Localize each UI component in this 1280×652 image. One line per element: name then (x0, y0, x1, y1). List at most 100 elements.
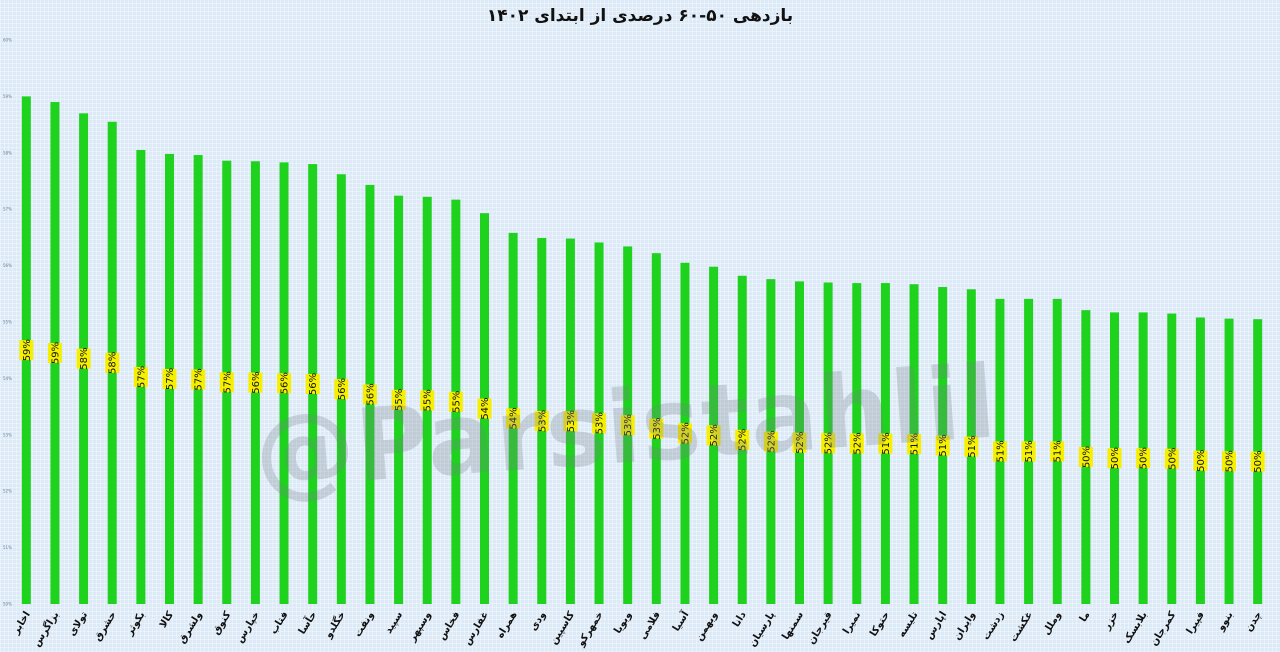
bar-value-label: 51% (1050, 440, 1065, 463)
bar-value-label-bg (849, 433, 864, 454)
bar-value-text: 50% (1225, 450, 1236, 472)
bar-value-label-bg (935, 435, 950, 456)
bar-value-text: 56% (280, 372, 291, 394)
bar-value-label-bg (305, 374, 320, 395)
x-tick-label: چدن (1243, 610, 1264, 634)
bar-value-label-bg (1021, 441, 1036, 462)
bar-value-label-bg (1222, 451, 1237, 472)
bar-value-label-bg (420, 390, 435, 411)
bar-value-label-bg (563, 411, 578, 432)
bar-value-label-bg (1078, 447, 1093, 468)
bar-value-label-bg (534, 410, 549, 431)
bar-value-label-bg (47, 343, 62, 364)
bar-value-label-bg (219, 372, 234, 393)
x-tick-label: سپید (383, 610, 405, 636)
x-tick-label: قیرجان (806, 610, 835, 647)
bar-value-text: 56% (251, 372, 262, 394)
x-tick-label: تولای (67, 610, 91, 639)
bar-value-text: 50% (1110, 447, 1121, 469)
bar-value-label: 54% (506, 407, 521, 430)
bar-value-label: 50% (1136, 447, 1151, 469)
bar-value-label: 53% (592, 412, 607, 434)
bar-value-label: 53% (534, 410, 549, 432)
bar-value-label: 52% (677, 422, 692, 445)
bar-value-label-bg (964, 436, 979, 457)
x-tick-label: کالا (158, 610, 176, 630)
bar-value-text: 50% (1253, 450, 1264, 472)
x-tick-label: بلابسک (1122, 610, 1150, 646)
bar-value-label: 52% (792, 432, 807, 454)
bar-value-text: 53% (595, 412, 606, 434)
bar-value-label: 55% (448, 391, 463, 413)
bar-value-label-bg (592, 413, 607, 434)
x-tick-label: نمیرا (841, 610, 863, 636)
bar-value-text: 53% (537, 410, 548, 432)
bar-value-text: 52% (738, 429, 749, 451)
x-tick-label: اخابر (10, 610, 33, 637)
bar-value-label: 55% (420, 389, 435, 412)
bar-value-label: 50% (1250, 450, 1265, 473)
bar-value-label: 58% (76, 348, 91, 370)
bar-value-label-bg (792, 432, 807, 453)
bar-value-label-bg (878, 433, 893, 454)
x-tick-label: کاسپین (548, 610, 577, 647)
bar-value-text: 52% (795, 432, 806, 454)
bar-value-label: 51% (992, 440, 1007, 463)
bar-value-text: 51% (881, 432, 892, 454)
x-tick-label: خزر (1101, 610, 1121, 633)
bar-value-text: 53% (652, 417, 663, 439)
bar-value-text: 52% (709, 424, 720, 446)
bar-value-text: 52% (766, 430, 777, 452)
bar-value-label: 56% (334, 378, 349, 400)
bar-value-label-bg (162, 368, 177, 389)
chart-title: بازدهی ۵۰-۶۰ درصدی از ابتدای ۱۴۰۲ (486, 6, 794, 26)
x-tick-label: خگلدو (321, 609, 348, 641)
bar-value-text: 51% (1053, 440, 1064, 462)
x-tick-label: فخاس (436, 610, 462, 642)
bar-value-label-bg (1164, 448, 1179, 469)
bar-value-label-bg (391, 389, 406, 410)
bar-value-text: 59% (50, 342, 61, 364)
bar-value-label-bg (1050, 441, 1065, 462)
x-tick-label: خپارس (234, 610, 262, 645)
bar-value-text: 52% (852, 432, 863, 454)
bar-value-label-bg (191, 369, 206, 390)
bar-value-label: 51% (964, 436, 979, 458)
bar-value-text: 56% (308, 373, 319, 395)
value-labels-group: 59% 59% 58% 58% 57% 57% 57% 57% 56% 56% 56% 56% 56% 5… (19, 339, 1265, 473)
bar-value-label: 52% (849, 432, 864, 455)
bar-value-label: 57% (219, 371, 234, 393)
x-tick-label: دانا (731, 610, 749, 629)
y-tick-label: 58% (3, 150, 12, 155)
bar-value-label: 51% (907, 433, 922, 455)
bar-value-label-bg (706, 425, 721, 446)
x-tick-label: زدشت (981, 610, 1007, 643)
x-tick-label: حشرق (92, 610, 119, 643)
bar-value-text: 55% (394, 389, 405, 411)
bar-value-text: 53% (623, 414, 634, 436)
x-tick-label: پارسیان (747, 610, 777, 650)
bars-group (21, 96, 1263, 605)
x-tick-label: سمنها (780, 610, 806, 642)
x-tick-label: حآسا (295, 609, 319, 637)
x-tick-label: فلامی (637, 610, 662, 642)
bar-value-label: 54% (477, 397, 492, 420)
bar-value-label: 57% (162, 368, 177, 390)
bar-value-text: 52% (680, 422, 691, 444)
x-tick-label: خمهرکو (575, 610, 605, 650)
bar-value-label-bg (448, 391, 463, 412)
bar-value-text: 50% (1167, 448, 1178, 470)
x-tick-label: غکشت (1008, 610, 1035, 644)
y-tick-label: 56% (3, 263, 12, 268)
bar-value-label: 56% (362, 383, 377, 406)
bar-value-text: 54% (509, 407, 520, 429)
bar-value-text: 57% (222, 371, 233, 393)
bar-value-label: 56% (305, 373, 320, 395)
bar-value-text: 54% (480, 397, 491, 419)
bar-value-label: 51% (878, 432, 893, 455)
bar-value-label: 57% (191, 368, 206, 391)
bar-value-text: 51% (995, 440, 1006, 462)
bar-value-label-bg (105, 352, 120, 373)
